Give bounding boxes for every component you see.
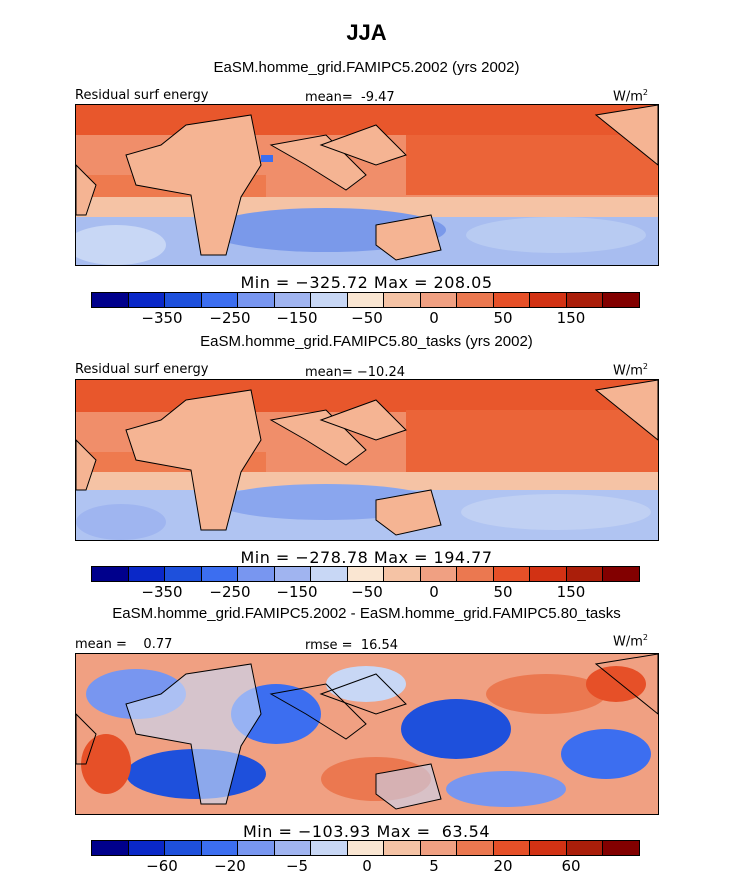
- panel-2-colorbar-bin: [457, 567, 494, 581]
- panel-1-colorbar-bin: [128, 293, 166, 307]
- panel-3-colorbar-tick: −60: [146, 857, 178, 875]
- panel-1-colorbar-bin: [274, 293, 312, 307]
- panel-3-colorbar-tick: −5: [285, 857, 309, 875]
- panel-2-title: EaSM.homme_grid.FAMIPC5.80_tasks (yrs 20…: [200, 333, 533, 350]
- panel-3-colorbar-bin: [92, 841, 129, 855]
- panel-1-colorbar-tick: 0: [429, 309, 439, 327]
- panel-2-colorbar-bin: [238, 567, 275, 581]
- panel-2-colorbar-bin: [384, 567, 421, 581]
- panel-1-colorbar-tick: 150: [556, 309, 586, 327]
- panel-2-map: [75, 379, 659, 541]
- panel-2-colorbar-tick: −150: [276, 583, 318, 601]
- panel-3-colorbar-tick: 0: [362, 857, 372, 875]
- panel-3-map-field: [76, 654, 658, 814]
- panel-3-colorbar: [91, 840, 640, 856]
- panel-1-map: [75, 104, 659, 266]
- panel-2-colorbar-bin: [274, 567, 312, 581]
- panel-1-colorbar-bin: [420, 293, 458, 307]
- panel-3-colorbar-bin: [457, 841, 494, 855]
- panel-2-colorbar-tick: 150: [556, 583, 586, 601]
- panel-3-colorbar-bin: [165, 841, 202, 855]
- panel-1-colorbar-bin: [311, 293, 348, 307]
- panel-3-rmse-label: rmse = 16.54: [305, 638, 399, 653]
- panel-1-units: W/m2: [613, 88, 648, 105]
- panel-2-colorbar-bin: [201, 567, 239, 581]
- panel-2-stats: Min = −278.78 Max = 194.77: [240, 548, 493, 567]
- panel-2-colorbar-bin: [165, 567, 202, 581]
- panel-2-colorbar-tick: 50: [493, 583, 513, 601]
- panel-2-colorbar-tick: −350: [141, 583, 183, 601]
- panel-2-colorbar: [91, 566, 640, 582]
- panel-3-title: EaSM.homme_grid.FAMIPC5.2002 - EaSM.homm…: [112, 605, 621, 622]
- panel-3-colorbar-bin: [128, 841, 166, 855]
- panel-3-colorbar-bin: [530, 841, 567, 855]
- panel-3-units: W/m2: [613, 633, 648, 650]
- panel-1-title: EaSM.homme_grid.FAMIPC5.2002 (yrs 2002): [213, 59, 520, 76]
- panel-1-colorbar-tick: −50: [351, 309, 383, 327]
- panel-3-colorbar-tick: 20: [493, 857, 513, 875]
- panel-3-mean-label: mean = 0.77: [75, 637, 173, 652]
- panel-3-colorbar-bin: [201, 841, 239, 855]
- panel-2-units: W/m2: [613, 362, 648, 379]
- panel-2-colorbar-bin: [311, 567, 348, 581]
- panel-1-colorbar-tick: −350: [141, 309, 183, 327]
- panel-3-colorbar-bin: [238, 841, 275, 855]
- panel-2-map-field: [76, 380, 658, 540]
- panel-1-colorbar-bin: [347, 293, 385, 307]
- panel-3-colorbar-bin: [566, 841, 604, 855]
- panel-2-colorbar-bin: [566, 567, 604, 581]
- panel-1-map-field: [76, 105, 658, 265]
- panel-2-colorbar-bin: [493, 567, 531, 581]
- panel-1-colorbar-bin: [92, 293, 129, 307]
- panel-2-colorbar-bin: [128, 567, 166, 581]
- panel-2-colorbar-bin: [92, 567, 129, 581]
- panel-1-mean-label: mean= -9.47: [305, 90, 395, 105]
- panel-1-colorbar-tick: 50: [493, 309, 513, 327]
- panel-2-colorbar-bin: [420, 567, 458, 581]
- panel-3-colorbar-bin: [274, 841, 312, 855]
- panel-1-colorbar-bin: [165, 293, 202, 307]
- panel-1-colorbar-bin: [566, 293, 604, 307]
- panel-2-colorbar-tick: −50: [351, 583, 383, 601]
- panel-1-colorbar-bin: [457, 293, 494, 307]
- panel-1-colorbar-tick: −250: [209, 309, 251, 327]
- panel-2-colorbar-tick: 0: [429, 583, 439, 601]
- panel-3-stats: Min = −103.93 Max = 63.54: [243, 822, 490, 841]
- panel-1-colorbar-bin: [238, 293, 275, 307]
- panel-3-colorbar-bin: [347, 841, 385, 855]
- panel-2-variable-label: Residual surf energy: [75, 362, 209, 377]
- panel-1-stats: Min = −325.72 Max = 208.05: [240, 273, 493, 292]
- figure-title: JJA: [346, 20, 387, 45]
- panel-1-colorbar-tick: −150: [276, 309, 318, 327]
- panel-2-colorbar-tick: −250: [209, 583, 251, 601]
- panel-2-colorbar-bin: [603, 567, 639, 581]
- panel-3-colorbar-tick: −20: [214, 857, 246, 875]
- panel-1-colorbar-bin: [493, 293, 531, 307]
- panel-2-mean-label: mean= −10.24: [305, 365, 406, 380]
- panel-3-map: [75, 653, 659, 815]
- panel-2-colorbar-bin: [347, 567, 385, 581]
- panel-3-colorbar-bin: [603, 841, 639, 855]
- panel-3-colorbar-bin: [420, 841, 458, 855]
- panel-1-colorbar-bin: [603, 293, 639, 307]
- panel-3-colorbar-tick: 60: [561, 857, 581, 875]
- panel-1-colorbar-bin: [530, 293, 567, 307]
- panel-1-colorbar-bin: [201, 293, 239, 307]
- panel-1-colorbar-bin: [384, 293, 421, 307]
- panel-3-colorbar-tick: 5: [429, 857, 439, 875]
- panel-2-colorbar-bin: [530, 567, 567, 581]
- panel-3-colorbar-bin: [493, 841, 531, 855]
- panel-3-colorbar-bin: [311, 841, 348, 855]
- panel-1-variable-label: Residual surf energy: [75, 88, 209, 103]
- panel-3-colorbar-bin: [384, 841, 421, 855]
- panel-1-colorbar: [91, 292, 640, 308]
